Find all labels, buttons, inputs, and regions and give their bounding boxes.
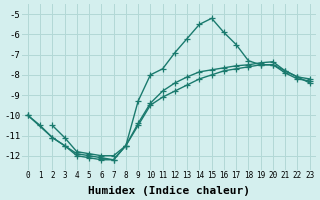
X-axis label: Humidex (Indice chaleur): Humidex (Indice chaleur) xyxy=(88,186,250,196)
